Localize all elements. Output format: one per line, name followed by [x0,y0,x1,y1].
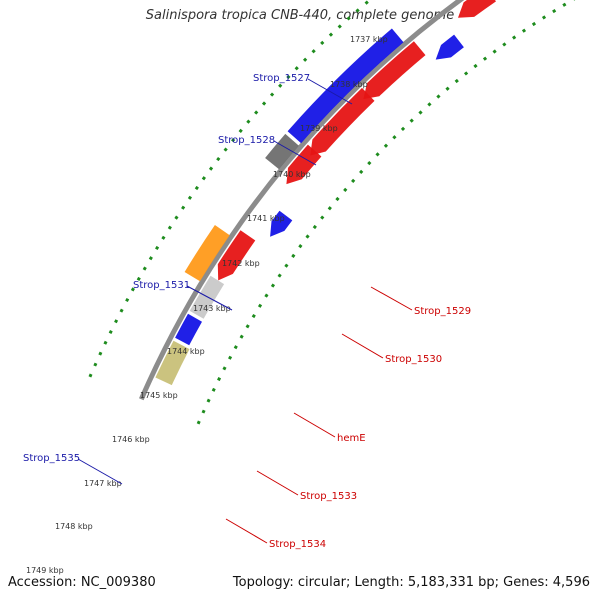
gene-label[interactable]: Strop_1534 [269,539,326,550]
gene-leader-line [77,458,123,485]
tick-label: 1738 kbp [330,80,368,89]
tick-label: 1747 kbp [84,479,122,488]
gene-label[interactable]: hemE [337,433,366,444]
gene-leader-line [293,412,336,438]
tick-label: 1737 kbp [350,35,388,44]
gene-feature[interactable] [363,41,426,100]
gene-leader-line [225,518,268,544]
gene-label[interactable]: Strop_1529 [414,306,471,317]
gene-feature[interactable] [184,225,230,282]
gene-label[interactable]: Strop_1527 [253,73,310,84]
tick-label: 1739 kbp [300,124,338,133]
gene-feature[interactable] [155,340,190,386]
outer-dotted-ring [88,0,373,378]
tick-label: 1740 kbp [273,170,311,179]
gene-label[interactable]: Strop_1528 [218,135,275,146]
gene-leader-line [256,470,299,496]
gene-label[interactable]: Strop_1535 [23,453,80,464]
gene-feature[interactable] [175,313,202,346]
tick-label: 1742 kbp [222,259,260,268]
gene-label[interactable]: Strop_1530 [385,354,442,365]
gene-feature[interactable] [310,87,375,156]
tick-label: 1743 kbp [193,304,231,313]
gene-feature[interactable] [265,133,299,170]
gene-feature[interactable] [458,0,496,18]
summary-text: Topology: circular; Length: 5,183,331 bp… [232,575,590,590]
gene-leader-line [341,333,384,359]
gene-feature[interactable] [217,230,256,281]
tick-label: 1746 kbp [112,435,150,444]
accession-text: Accession: NC_009380 [8,575,156,590]
gene-feature[interactable] [435,34,464,60]
tick-label: 1745 kbp [140,391,178,400]
gene-label[interactable]: Strop_1531 [133,280,190,291]
gene-leader-line [370,286,413,311]
tick-label: 1748 kbp [55,522,93,531]
ticks-layer: 1737 kbp 1738 kbp 1739 kbp 1740 kbp 1741 kbp… [26,35,388,575]
rings-layer [88,0,576,425]
gene-label[interactable]: Strop_1533 [300,491,357,502]
map-title: Salinispora tropica CNB-440, complete ge… [145,8,455,23]
gene-leader-line [307,78,353,105]
tick-label: 1744 kbp [167,347,205,356]
tick-label: 1741 kbp [247,214,285,223]
features-layer [155,0,496,386]
backbone-ring [139,0,465,401]
gene-feature[interactable] [189,275,225,319]
gene-feature[interactable] [287,28,404,144]
gene-feature[interactable] [286,144,322,185]
labels-layer: Strop_1527 Strop_1528 Strop_1531 Strop_1535… [23,73,471,550]
gene-feature[interactable] [270,210,293,237]
gene-leader-line [186,285,233,311]
tick-label: 1749 kbp [26,566,64,575]
gene-leader-line [273,140,317,166]
